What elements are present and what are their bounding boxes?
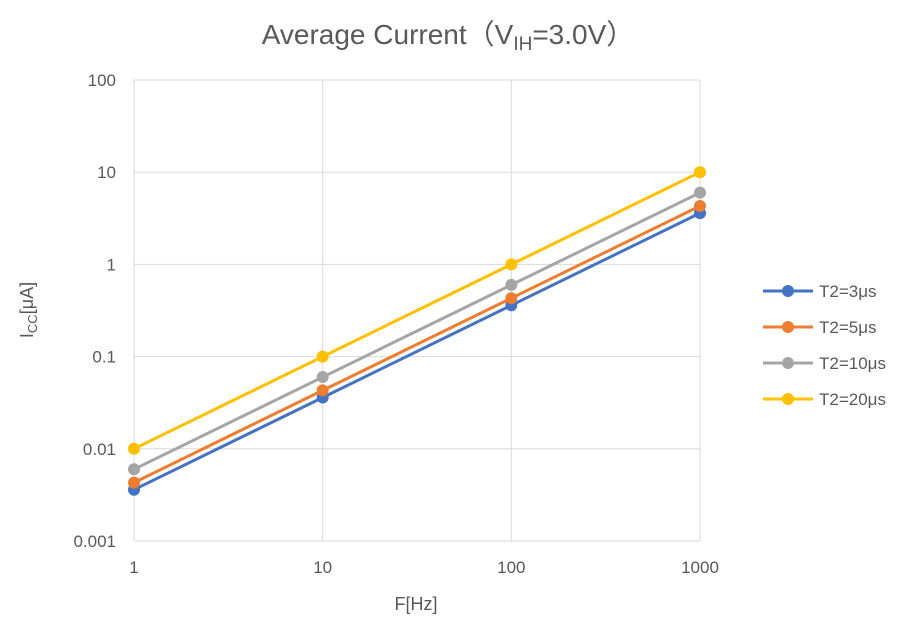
y-tick-label: 0.1 xyxy=(92,348,116,367)
data-point xyxy=(316,371,329,384)
data-point xyxy=(505,258,518,271)
legend-marker xyxy=(782,357,794,369)
data-point xyxy=(128,476,140,489)
series-line xyxy=(133,204,701,484)
data-point xyxy=(694,166,706,179)
series-lines xyxy=(128,166,706,496)
x-tick-label: 1000 xyxy=(681,558,719,577)
legend-label: T2=20μs xyxy=(819,390,886,409)
x-tick-label: 1 xyxy=(129,558,138,577)
data-point xyxy=(505,292,518,305)
legend-label: T2=3μs xyxy=(819,282,877,301)
tick-labels: 0.001 0.01 0.1 1 10 100 1 10 100 1000 xyxy=(73,71,718,577)
y-tick-label: 10 xyxy=(97,163,116,182)
data-point xyxy=(128,463,140,476)
data-point xyxy=(505,278,518,291)
x-axis-label: F[Hz] xyxy=(395,594,438,614)
y-tick-label: 0.001 xyxy=(73,532,116,551)
series-line xyxy=(133,211,701,492)
y-tick-label: 100 xyxy=(88,71,116,90)
legend-label: T2=5μs xyxy=(819,318,877,337)
legend-label: T2=10μs xyxy=(819,354,886,373)
chart-title: Average Current（VIH=3.0V） xyxy=(262,19,635,55)
y-tick-label: 0.01 xyxy=(83,440,116,459)
data-point xyxy=(128,442,140,455)
legend-marker xyxy=(782,393,794,405)
data-point xyxy=(316,350,329,363)
legend-marker xyxy=(782,321,794,333)
data-point xyxy=(694,199,706,212)
y-tick-label: 1 xyxy=(107,255,116,274)
legend: T2=3μs T2=5μs T2=10μs T2=20μs xyxy=(763,282,886,409)
y-axis-label: ICC[μA] xyxy=(17,282,40,338)
data-point xyxy=(316,384,329,397)
series-line xyxy=(133,191,701,471)
series-line xyxy=(133,170,701,451)
data-point xyxy=(694,186,706,199)
x-tick-label: 100 xyxy=(497,558,525,577)
x-tick-label: 10 xyxy=(313,558,332,577)
legend-marker xyxy=(782,285,794,297)
